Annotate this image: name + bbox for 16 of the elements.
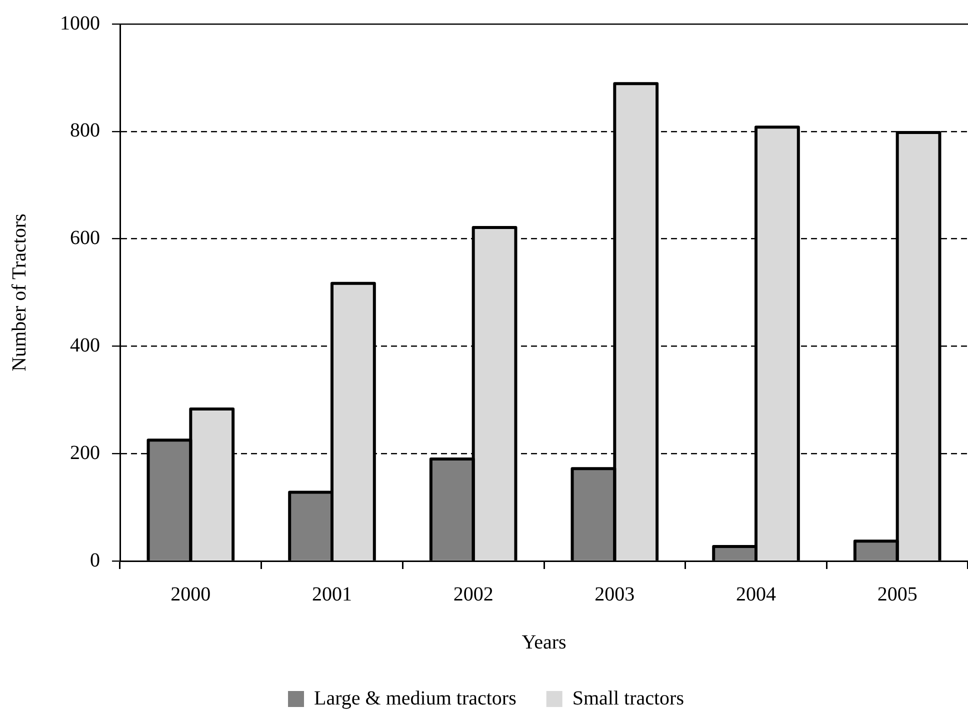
y-tick-label: 1000 bbox=[60, 12, 100, 34]
x-tick-label: 2001 bbox=[312, 583, 352, 606]
x-axis-title: Years bbox=[522, 631, 567, 654]
x-tick-label: 2004 bbox=[736, 583, 776, 606]
y-tick-label: 800 bbox=[70, 120, 100, 142]
x-tick-label: 2002 bbox=[453, 583, 494, 606]
legend-label: Large & medium tractors bbox=[314, 687, 517, 710]
legend-label: Small tractors bbox=[572, 687, 684, 710]
y-axis-title: Number of Tractors bbox=[8, 213, 30, 372]
y-tick-label: 600 bbox=[70, 227, 100, 250]
y-tick-label: 0 bbox=[90, 549, 100, 572]
x-tick-label: 2000 bbox=[170, 583, 211, 606]
x-tick-label: 2003 bbox=[594, 583, 635, 606]
x-tick-label: 2005 bbox=[877, 583, 918, 606]
y-tick-label: 200 bbox=[70, 442, 100, 464]
y-tick-label: 400 bbox=[70, 334, 100, 356]
